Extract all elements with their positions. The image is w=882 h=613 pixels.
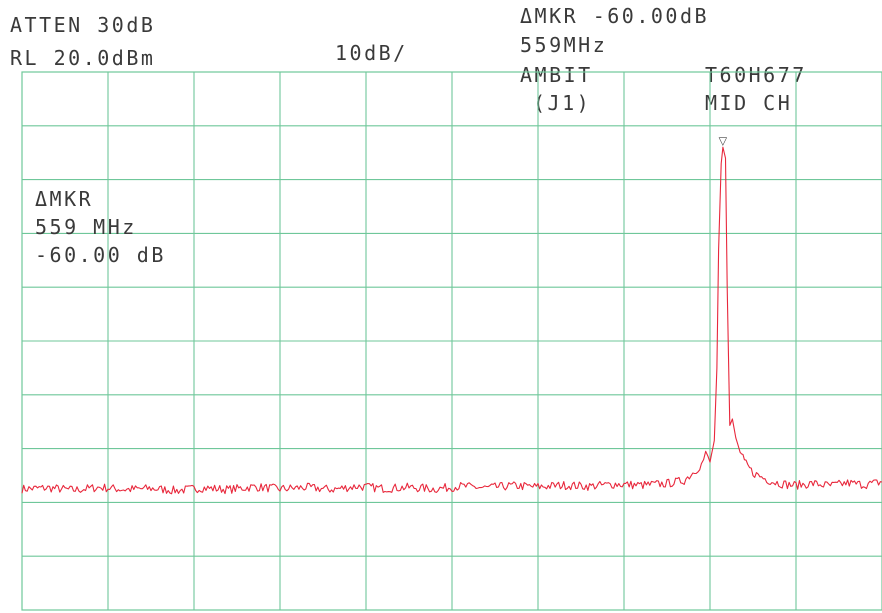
peak-marker-icon: ▽ — [719, 134, 728, 147]
marker-readout-frequency: 559 MHz — [35, 215, 137, 239]
delta-marker-frequency: 559MHz — [520, 33, 607, 57]
marker-layer: ▽ — [719, 134, 728, 147]
model-label: T60H677 — [705, 63, 807, 87]
marker-readout-amplitude: -60.00 dB — [35, 243, 166, 267]
ref-level-label: RL 20.0dBm — [10, 46, 155, 70]
graticule — [21, 71, 882, 611]
spectrum-trace-0 — [21, 146, 882, 495]
trace-layer — [21, 146, 882, 495]
port-label: (J1) — [533, 91, 591, 115]
channel-label: MID CH — [705, 91, 792, 115]
marker-readout-title: ΔMKR — [35, 187, 93, 211]
atten-label: ATTEN 30dB — [10, 13, 155, 37]
device-label: AMBIT — [520, 63, 593, 87]
scale-label: 10dB/ — [335, 41, 408, 65]
delta-marker-value: ΔMKR -60.00dB — [520, 4, 709, 28]
